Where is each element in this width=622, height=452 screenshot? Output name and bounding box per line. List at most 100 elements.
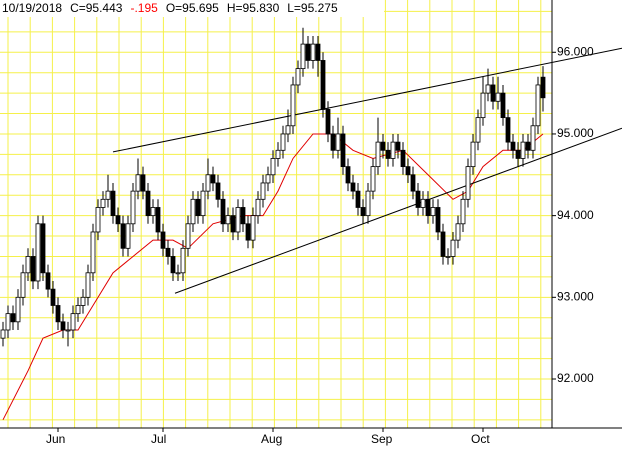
header-bg <box>0 0 384 17</box>
y-tick-label: 95.000 <box>557 126 594 140</box>
x-tick-label: Jul <box>151 432 166 446</box>
candle-body <box>110 190 116 217</box>
candle-body <box>65 329 71 332</box>
candle-body <box>345 166 351 184</box>
candle-body <box>400 149 406 168</box>
candle-body <box>435 207 441 233</box>
candle-body <box>390 141 396 159</box>
candle-body <box>440 231 446 257</box>
moving-average <box>2 133 544 421</box>
candle-body <box>190 198 196 225</box>
header-item: L=95.275 <box>287 1 338 15</box>
candle-body <box>135 174 141 192</box>
candle-body <box>525 141 531 151</box>
candle-body <box>205 174 211 192</box>
candle-body <box>40 223 46 274</box>
candle-body <box>90 231 96 274</box>
candle-body <box>320 60 326 110</box>
candle-body <box>245 223 251 241</box>
candle-body <box>0 329 6 339</box>
candle-body <box>185 223 191 249</box>
candle-body <box>425 198 431 217</box>
candle-body <box>15 296 21 323</box>
candle-body <box>385 149 391 159</box>
candle-body <box>80 296 86 306</box>
candle-body <box>5 313 11 331</box>
candle-body <box>330 133 336 151</box>
candle-body <box>495 92 501 102</box>
candle-body <box>475 117 481 143</box>
candle-body <box>50 288 56 306</box>
candle-body <box>45 272 51 290</box>
candle-body <box>420 198 426 208</box>
header-item: H=95.830 <box>227 1 280 15</box>
candle-body <box>85 272 91 298</box>
candle-body <box>335 133 341 151</box>
candle-body <box>405 166 411 176</box>
candle-body <box>240 207 246 225</box>
candle-body <box>150 207 156 217</box>
header-item: -.195 <box>130 1 158 15</box>
candle-body <box>255 198 261 217</box>
header-item: C=95.443 <box>70 1 123 15</box>
candle-body <box>95 207 101 233</box>
candle-body <box>55 305 61 323</box>
candle-body <box>155 207 161 233</box>
x-tick-label: Sep <box>371 432 393 446</box>
candle-body <box>210 174 216 184</box>
candle-body <box>445 256 451 258</box>
candle-body <box>515 149 521 159</box>
candle-body <box>175 272 181 275</box>
candle-body <box>415 190 421 208</box>
candle-body <box>215 182 221 200</box>
candle-body <box>130 190 136 225</box>
candle-body <box>340 133 346 168</box>
candle-body <box>360 207 366 217</box>
candle-body <box>395 141 401 151</box>
candle-body <box>520 141 526 159</box>
candle-body <box>220 198 226 225</box>
candle-body <box>30 256 36 282</box>
candle-body <box>265 174 271 184</box>
candle-body <box>115 215 121 225</box>
x-tick-label: Oct <box>471 432 490 446</box>
candle-body <box>370 166 376 192</box>
candle-body <box>270 158 276 176</box>
candle-body <box>295 68 301 86</box>
y-tick-label: 96.000 <box>557 44 594 58</box>
candle-body <box>375 141 381 168</box>
header-item: 10/19/2018 <box>2 1 62 15</box>
trendline <box>112 47 622 153</box>
y-tick-label: 94.000 <box>557 208 594 222</box>
candle-body <box>10 313 16 323</box>
x-tick-label: Aug <box>261 432 282 446</box>
candle-body <box>310 43 316 61</box>
candle-body <box>105 190 111 200</box>
candle-body <box>460 198 466 225</box>
candle-body <box>35 223 41 282</box>
header: 10/19/2018 C=95.443 -.195 O=95.695 H=95.830 L… <box>2 1 338 15</box>
candle-body <box>305 43 311 61</box>
candle-body <box>160 231 166 249</box>
candle-body <box>290 84 296 127</box>
candle-body <box>380 141 386 151</box>
candle-body <box>365 190 371 217</box>
candle-body <box>170 256 176 274</box>
candle-body <box>195 198 201 217</box>
candle-body <box>200 190 206 217</box>
candle-body <box>145 190 151 217</box>
candle-body <box>450 239 456 257</box>
candle-body <box>510 141 516 151</box>
candle-body <box>470 141 476 168</box>
candle-body <box>530 125 536 151</box>
candle-body <box>300 43 306 70</box>
candle-body <box>455 223 461 241</box>
candle-body <box>120 223 126 249</box>
candle-body <box>325 109 331 135</box>
header-item: O=95.695 <box>166 1 219 15</box>
candle-body <box>465 166 471 200</box>
x-tick-label: Jun <box>46 432 65 446</box>
candle-body <box>410 174 416 192</box>
candle-body <box>140 174 146 192</box>
